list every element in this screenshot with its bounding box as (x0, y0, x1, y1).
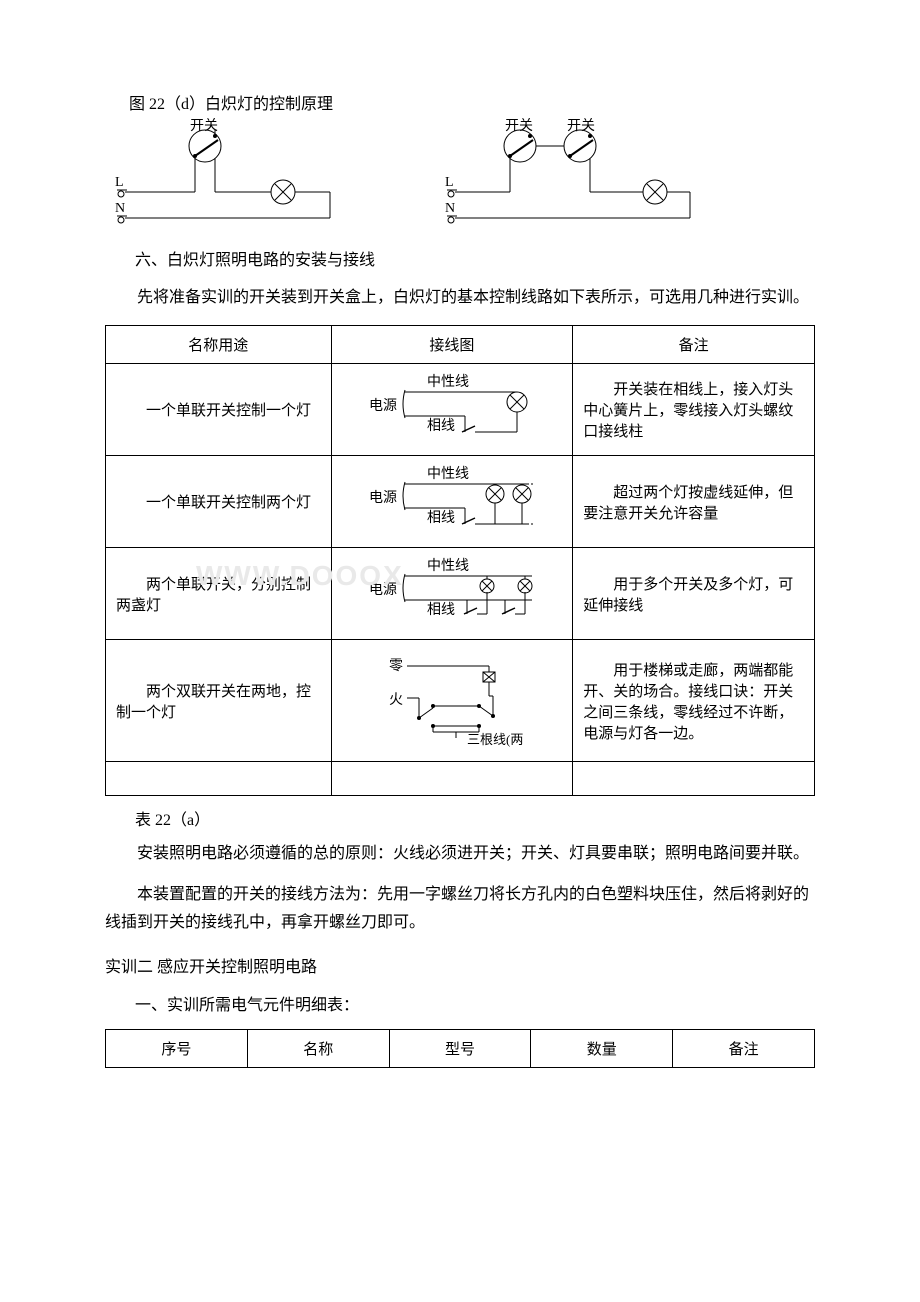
row4-note: 用于楼梯或走廊，两端都能开、关的场合。接线口诀：开关之间三条线，零线经过不许断，… (573, 640, 815, 762)
row2-diagram: 中性线 电源 相线 (367, 464, 537, 534)
table-row: 一个单联开关控制两个灯 中性线 电源 相线 (106, 456, 815, 548)
svg-text:中性线: 中性线 (427, 558, 469, 574)
svg-text:三根线(两: 三根线(两 (467, 732, 523, 747)
components-table: 序号 名称 型号 数量 备注 (105, 1029, 815, 1068)
training2-heading: 实训二 感应开关控制照明电路 (105, 954, 815, 981)
svg-text:零: 零 (389, 658, 403, 674)
diagram-single-switch: 开关 L N (115, 118, 345, 228)
table-row: 两个双联开关在两地，控制一个灯 零 火 三根线(两 (106, 640, 815, 762)
l-label: L (115, 175, 124, 190)
svg-text:中性线: 中性线 (427, 374, 469, 390)
th-qty: 数量 (531, 1029, 673, 1067)
diagram-two-switch: 开关 开关 L N (445, 118, 705, 228)
svg-text:电源: 电源 (369, 398, 397, 414)
th-name: 名称用途 (106, 326, 332, 364)
section-six-heading: 六、白炽灯照明电路的安装与接线 (135, 246, 815, 270)
switch-label-2: 开关 (567, 118, 595, 134)
svg-text:火: 火 (389, 693, 403, 708)
figure-caption: 图 22（d）白炽灯的控制原理 (129, 90, 815, 114)
row4-diagram: 零 火 三根线(两 (359, 648, 544, 748)
switch-label-1: 开关 (505, 118, 533, 134)
row1-note: 开关装在相线上，接入灯头中心簧片上，零线接入灯头螺纹口接线柱 (573, 364, 815, 456)
n-label-r: N (445, 201, 455, 216)
table-row-empty (106, 762, 815, 796)
lead-paragraph: 先将准备实训的开关装到开关盒上，白炽灯的基本控制线路如下表所示，可选用几种进行实… (105, 284, 815, 311)
svg-text:相线: 相线 (427, 602, 455, 618)
table-label: 表 22（a） (135, 806, 815, 830)
svg-text:中性线: 中性线 (427, 466, 469, 482)
table-row: 一个单联开关控制一个灯 中性线 电源 相线 (106, 364, 815, 456)
th-index: 序号 (106, 1029, 248, 1067)
th-model: 型号 (389, 1029, 531, 1067)
row2-name: 一个单联开关控制两个灯 (106, 456, 332, 548)
svg-text:相线: 相线 (427, 510, 455, 526)
n-label: N (115, 201, 125, 216)
training2-sub: 一、实训所需电气元件明细表： (135, 991, 815, 1015)
switch-label: 开关 (190, 118, 218, 134)
method-paragraph: 本装置配置的开关的接线方法为：先用一字螺丝刀将长方孔内的白色塑料块压住，然后将剥… (105, 881, 815, 935)
th-remark: 备注 (673, 1029, 815, 1067)
row3-note: 用于多个开关及多个灯，可延伸接线 (573, 548, 815, 640)
table-row: WWW.DOOOX 两个单联开关，分别控制两盏灯 中性线 电源 相线 (106, 548, 815, 640)
l-label-r: L (445, 175, 454, 190)
row3-name: WWW.DOOOX 两个单联开关，分别控制两盏灯 (106, 548, 332, 640)
svg-text:电源: 电源 (369, 490, 397, 506)
th-diagram: 接线图 (331, 326, 573, 364)
th-name2: 名称 (247, 1029, 389, 1067)
th-note: 备注 (573, 326, 815, 364)
svg-text:电源: 电源 (369, 582, 397, 598)
row2-note: 超过两个灯按虚线延伸，但要注意开关允许容量 (573, 456, 815, 548)
top-circuit-diagrams: 开关 L N (105, 118, 815, 228)
svg-text:相线: 相线 (427, 418, 455, 434)
principle-paragraph: 安装照明电路必须遵循的总的原则：火线必须进开关；开关、灯具要串联；照明电路间要并… (105, 840, 815, 867)
row3-diagram: 中性线 电源 相线 (367, 556, 537, 626)
row4-name: 两个双联开关在两地，控制一个灯 (106, 640, 332, 762)
row1-diagram: 中性线 电源 相线 (367, 372, 537, 442)
row1-name: 一个单联开关控制一个灯 (106, 364, 332, 456)
wiring-table: 名称用途 接线图 备注 一个单联开关控制一个灯 中性线 电源 相线 (105, 325, 815, 796)
